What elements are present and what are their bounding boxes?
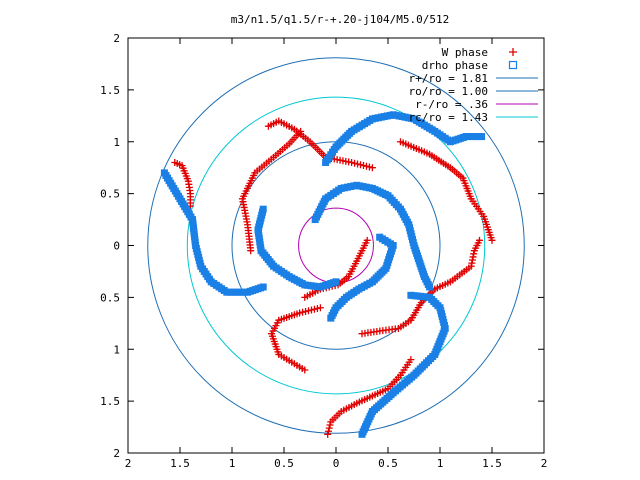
data-point bbox=[426, 283, 434, 291]
x-tick-label: 0.5 bbox=[274, 457, 294, 470]
data-point bbox=[247, 247, 255, 255]
data-point bbox=[478, 133, 486, 141]
x-tick-label: 1.5 bbox=[482, 457, 502, 470]
data-point bbox=[488, 236, 496, 244]
legend-label: rc/ro = 1.43 bbox=[409, 111, 488, 124]
x-tick-label: 2 bbox=[541, 457, 548, 470]
legend-label: r-/ro = .36 bbox=[415, 98, 488, 111]
y-tick-label: 1 bbox=[113, 136, 120, 149]
x-tick-label: 0.5 bbox=[378, 457, 398, 470]
data-point bbox=[368, 164, 376, 172]
legend-label: W phase bbox=[442, 46, 488, 59]
data-series bbox=[160, 111, 496, 438]
data-point bbox=[324, 430, 332, 438]
data-point bbox=[301, 366, 309, 374]
y-tick-label: 2 bbox=[113, 32, 120, 45]
legend-label: ro/ro = 1.00 bbox=[409, 85, 488, 98]
legend-label: r+/ro = 1.81 bbox=[409, 72, 488, 85]
legend-marker bbox=[509, 48, 517, 56]
x-tick-label: 1 bbox=[229, 457, 236, 470]
data-point bbox=[363, 236, 371, 244]
y-tick-label: 0.5 bbox=[100, 291, 120, 304]
axis-ticks: 2 1.5 1 0.5 0 0.5 1 1.5 221.510.500.511.52 bbox=[100, 32, 547, 470]
data-point bbox=[259, 283, 267, 291]
circle-r bbox=[147, 57, 525, 434]
legend-marker bbox=[508, 60, 518, 70]
data-point bbox=[325, 424, 333, 432]
y-tick-label: 1.5 bbox=[100, 395, 120, 408]
data-point bbox=[407, 291, 415, 299]
y-tick-label: 1 bbox=[113, 343, 120, 356]
data-point bbox=[407, 356, 415, 364]
circle-rc bbox=[186, 96, 486, 395]
x-tick-label: 0 bbox=[333, 457, 340, 470]
data-point bbox=[476, 236, 484, 244]
legend-label: drho phase bbox=[422, 59, 488, 72]
series-w-phase bbox=[171, 117, 496, 438]
data-point bbox=[324, 427, 332, 435]
y-tick-label: 0.5 bbox=[100, 188, 120, 201]
x-tick-label: 2 bbox=[125, 457, 132, 470]
x-tick-label: 1 bbox=[437, 457, 444, 470]
chart-title: m3/n1.5/q1.5/r-+.20-j104/M5.0/512 bbox=[231, 13, 450, 26]
x-tick-label: 1.5 bbox=[170, 457, 190, 470]
y-tick-label: 1.5 bbox=[100, 84, 120, 97]
data-point bbox=[332, 278, 340, 286]
data-point bbox=[376, 233, 384, 241]
data-point bbox=[326, 421, 334, 429]
y-tick-label: 0 bbox=[113, 240, 120, 253]
series-drho-phase bbox=[160, 111, 486, 438]
y-tick-label: 2 bbox=[113, 447, 120, 460]
